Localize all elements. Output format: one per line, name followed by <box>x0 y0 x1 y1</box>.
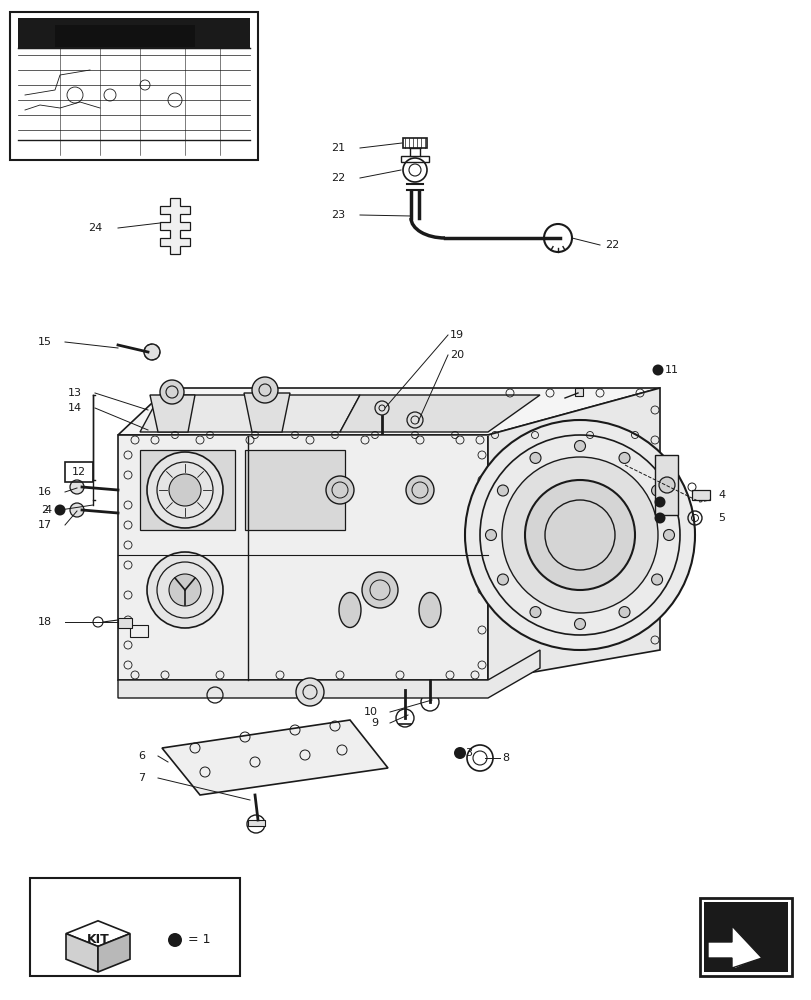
Ellipse shape <box>338 592 361 628</box>
Bar <box>55 25 195 47</box>
Circle shape <box>70 480 84 494</box>
Polygon shape <box>66 921 130 946</box>
Circle shape <box>169 574 201 606</box>
Text: 2: 2 <box>41 505 48 515</box>
Text: 12: 12 <box>72 467 86 477</box>
Circle shape <box>296 678 324 706</box>
Circle shape <box>525 480 634 590</box>
Bar <box>30 878 240 976</box>
Circle shape <box>618 607 629 618</box>
Text: 9: 9 <box>371 718 378 728</box>
Text: 6: 6 <box>138 751 145 761</box>
Bar <box>18 18 250 48</box>
Text: 24: 24 <box>88 223 102 233</box>
Bar <box>703 902 787 972</box>
Text: 7: 7 <box>138 773 145 783</box>
Ellipse shape <box>418 592 440 628</box>
Bar <box>245 450 345 530</box>
Bar <box>247 820 264 826</box>
Bar <box>699 898 791 976</box>
Text: 3: 3 <box>465 748 471 758</box>
Text: 4: 4 <box>45 505 52 515</box>
Polygon shape <box>118 435 487 680</box>
Circle shape <box>501 457 657 613</box>
Circle shape <box>652 364 663 375</box>
Circle shape <box>650 485 662 496</box>
Polygon shape <box>118 388 659 435</box>
Text: 13: 13 <box>68 388 82 398</box>
Text: 5: 5 <box>717 513 724 523</box>
Circle shape <box>406 476 433 504</box>
Circle shape <box>147 452 223 528</box>
Text: 16: 16 <box>38 487 52 497</box>
Text: 4: 4 <box>717 490 724 500</box>
Bar <box>401 156 428 162</box>
Text: KIT: KIT <box>87 933 109 946</box>
Circle shape <box>574 440 585 452</box>
Circle shape <box>54 504 66 516</box>
Circle shape <box>530 607 540 618</box>
Circle shape <box>654 512 665 524</box>
Polygon shape <box>709 935 757 968</box>
Polygon shape <box>118 650 539 698</box>
Bar <box>118 618 132 628</box>
Bar <box>691 490 709 500</box>
Circle shape <box>168 933 182 947</box>
Text: 20: 20 <box>449 350 464 360</box>
Polygon shape <box>160 198 190 254</box>
Bar <box>574 388 582 396</box>
Polygon shape <box>243 393 290 432</box>
Circle shape <box>485 530 496 540</box>
Bar <box>65 462 93 482</box>
Text: 8: 8 <box>501 753 508 763</box>
Polygon shape <box>654 455 677 515</box>
Text: 14: 14 <box>68 403 82 413</box>
Text: = 1: = 1 <box>188 933 210 946</box>
Polygon shape <box>707 926 761 968</box>
Circle shape <box>325 476 354 504</box>
Circle shape <box>251 377 277 403</box>
Circle shape <box>530 452 540 463</box>
Text: 23: 23 <box>330 210 345 220</box>
Circle shape <box>465 420 694 650</box>
Polygon shape <box>66 934 98 972</box>
Circle shape <box>144 344 160 360</box>
Bar <box>10 12 258 160</box>
Polygon shape <box>98 934 130 972</box>
Text: 18: 18 <box>38 617 52 627</box>
Circle shape <box>169 474 201 506</box>
Circle shape <box>453 747 466 759</box>
Circle shape <box>659 477 674 493</box>
Polygon shape <box>340 395 539 432</box>
Circle shape <box>70 503 84 517</box>
Circle shape <box>160 380 184 404</box>
Bar <box>139 450 234 530</box>
Text: 22: 22 <box>330 173 345 183</box>
Text: 17: 17 <box>38 520 52 530</box>
Polygon shape <box>162 720 388 795</box>
Polygon shape <box>487 388 659 680</box>
Circle shape <box>147 552 223 628</box>
Circle shape <box>650 574 662 585</box>
Text: 15: 15 <box>38 337 52 347</box>
Text: 10: 10 <box>363 707 378 717</box>
Circle shape <box>497 574 508 585</box>
Circle shape <box>663 530 674 540</box>
Circle shape <box>654 496 665 508</box>
Circle shape <box>574 618 585 630</box>
Text: 21: 21 <box>330 143 345 153</box>
Polygon shape <box>139 395 359 432</box>
Circle shape <box>362 572 397 608</box>
Text: 22: 22 <box>604 240 619 250</box>
Text: 19: 19 <box>449 330 464 340</box>
Bar <box>402 138 427 148</box>
Bar <box>130 625 148 637</box>
Circle shape <box>497 485 508 496</box>
Polygon shape <box>150 395 195 432</box>
Text: 11: 11 <box>664 365 678 375</box>
Circle shape <box>618 452 629 463</box>
